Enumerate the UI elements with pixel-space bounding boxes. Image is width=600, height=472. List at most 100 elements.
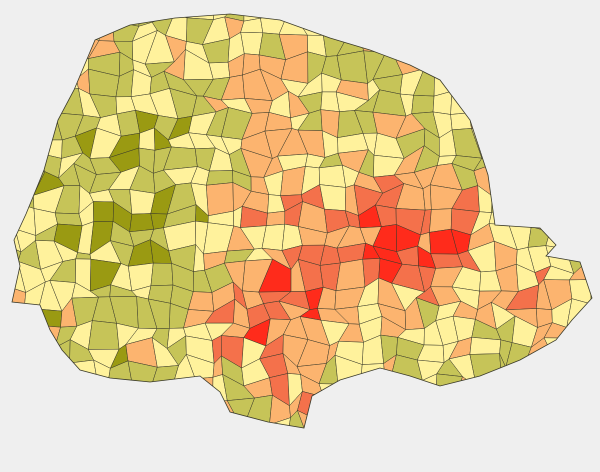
municipality-region bbox=[21, 306, 40, 331]
municipality-region bbox=[318, 164, 347, 188]
municipality-region bbox=[13, 139, 37, 154]
municipality-region bbox=[58, 15, 83, 45]
municipality-region bbox=[535, 131, 555, 152]
municipality-region bbox=[545, 415, 573, 428]
municipality-region bbox=[564, 432, 588, 458]
municipality-region bbox=[486, 117, 521, 137]
municipality-region bbox=[564, 14, 592, 22]
municipality-region bbox=[358, 14, 385, 24]
municipality-region bbox=[88, 320, 120, 350]
municipality-region bbox=[335, 258, 366, 292]
municipality-region bbox=[203, 413, 236, 428]
municipality-region bbox=[546, 150, 571, 170]
municipality-region bbox=[544, 106, 568, 140]
municipality-region bbox=[184, 432, 205, 461]
municipality-region bbox=[354, 413, 383, 428]
municipality-region bbox=[510, 399, 532, 418]
municipality-region bbox=[586, 205, 592, 231]
municipality-region bbox=[411, 94, 435, 114]
municipality-region bbox=[342, 418, 367, 428]
municipality-region bbox=[496, 72, 509, 98]
municipality-region bbox=[546, 168, 571, 196]
municipality-region bbox=[424, 412, 441, 428]
municipality-region bbox=[318, 383, 346, 398]
municipality-region bbox=[548, 189, 569, 215]
municipality-region bbox=[167, 14, 196, 19]
municipality-region bbox=[548, 211, 569, 233]
municipality-region bbox=[564, 188, 588, 213]
municipality-region bbox=[14, 439, 40, 460]
municipality-region bbox=[14, 109, 36, 141]
municipality-region bbox=[525, 437, 558, 462]
municipality-region bbox=[486, 135, 521, 158]
municipality-region bbox=[53, 52, 77, 80]
municipality-region bbox=[12, 14, 25, 41]
municipality-region bbox=[385, 41, 394, 54]
municipality-region bbox=[183, 418, 206, 428]
municipality-region bbox=[491, 195, 517, 214]
municipality-region bbox=[381, 374, 398, 402]
municipality-region bbox=[527, 74, 551, 103]
municipality-region bbox=[38, 308, 63, 328]
municipality-region bbox=[563, 128, 592, 157]
municipality-region bbox=[324, 14, 349, 19]
municipality-region bbox=[49, 412, 79, 428]
municipality-region bbox=[453, 14, 477, 41]
municipality-region bbox=[548, 14, 573, 37]
municipality-region bbox=[381, 400, 398, 421]
municipality-region bbox=[468, 14, 492, 24]
municipality-region bbox=[19, 391, 39, 425]
municipality-region bbox=[34, 398, 62, 425]
municipality-region bbox=[12, 391, 23, 413]
municipality-region bbox=[12, 148, 23, 178]
municipality-region bbox=[12, 202, 19, 230]
municipality-region bbox=[529, 164, 553, 196]
municipality-region bbox=[508, 96, 529, 120]
municipality-region bbox=[357, 14, 388, 45]
municipality-region bbox=[563, 148, 589, 170]
municipality-region bbox=[129, 213, 154, 233]
municipality-region bbox=[34, 377, 62, 402]
municipality-region bbox=[69, 359, 98, 386]
municipality-region bbox=[131, 383, 154, 402]
municipality-region bbox=[563, 207, 592, 228]
municipality-region bbox=[567, 337, 592, 367]
municipality-region bbox=[91, 14, 113, 22]
municipality-region bbox=[287, 409, 310, 428]
municipality-region bbox=[433, 70, 461, 97]
municipality-region bbox=[506, 55, 536, 82]
municipality-region bbox=[546, 32, 573, 51]
municipality-region bbox=[391, 39, 425, 63]
municipality-region bbox=[54, 377, 73, 402]
municipality-region bbox=[563, 222, 592, 250]
municipality-region bbox=[37, 412, 51, 428]
municipality-region bbox=[468, 14, 499, 41]
municipality-region bbox=[60, 14, 83, 21]
municipality-region bbox=[434, 33, 458, 65]
municipality-region bbox=[278, 14, 308, 36]
municipality-region bbox=[548, 358, 571, 378]
municipality-region bbox=[536, 21, 558, 43]
municipality-region bbox=[544, 131, 568, 157]
municipality-region bbox=[513, 431, 539, 458]
municipality-region bbox=[546, 49, 575, 78]
municipality-region bbox=[136, 434, 152, 460]
municipality-region bbox=[566, 327, 592, 343]
municipality-region bbox=[508, 201, 539, 227]
municipality-region bbox=[382, 14, 406, 23]
municipality-region bbox=[507, 386, 539, 401]
municipality-region bbox=[12, 357, 45, 379]
municipality-region bbox=[395, 438, 424, 455]
municipality-region bbox=[171, 391, 195, 424]
municipality-region bbox=[12, 74, 25, 98]
municipality-region bbox=[506, 164, 537, 197]
municipality-region bbox=[511, 107, 537, 140]
municipality-region bbox=[77, 422, 103, 428]
municipality-region bbox=[581, 89, 592, 113]
municipality-region bbox=[524, 92, 550, 117]
municipality-region bbox=[453, 430, 479, 457]
municipality-region bbox=[342, 392, 369, 426]
municipality-region bbox=[581, 49, 592, 81]
municipality-region bbox=[450, 112, 472, 131]
municipality-region bbox=[430, 253, 464, 269]
